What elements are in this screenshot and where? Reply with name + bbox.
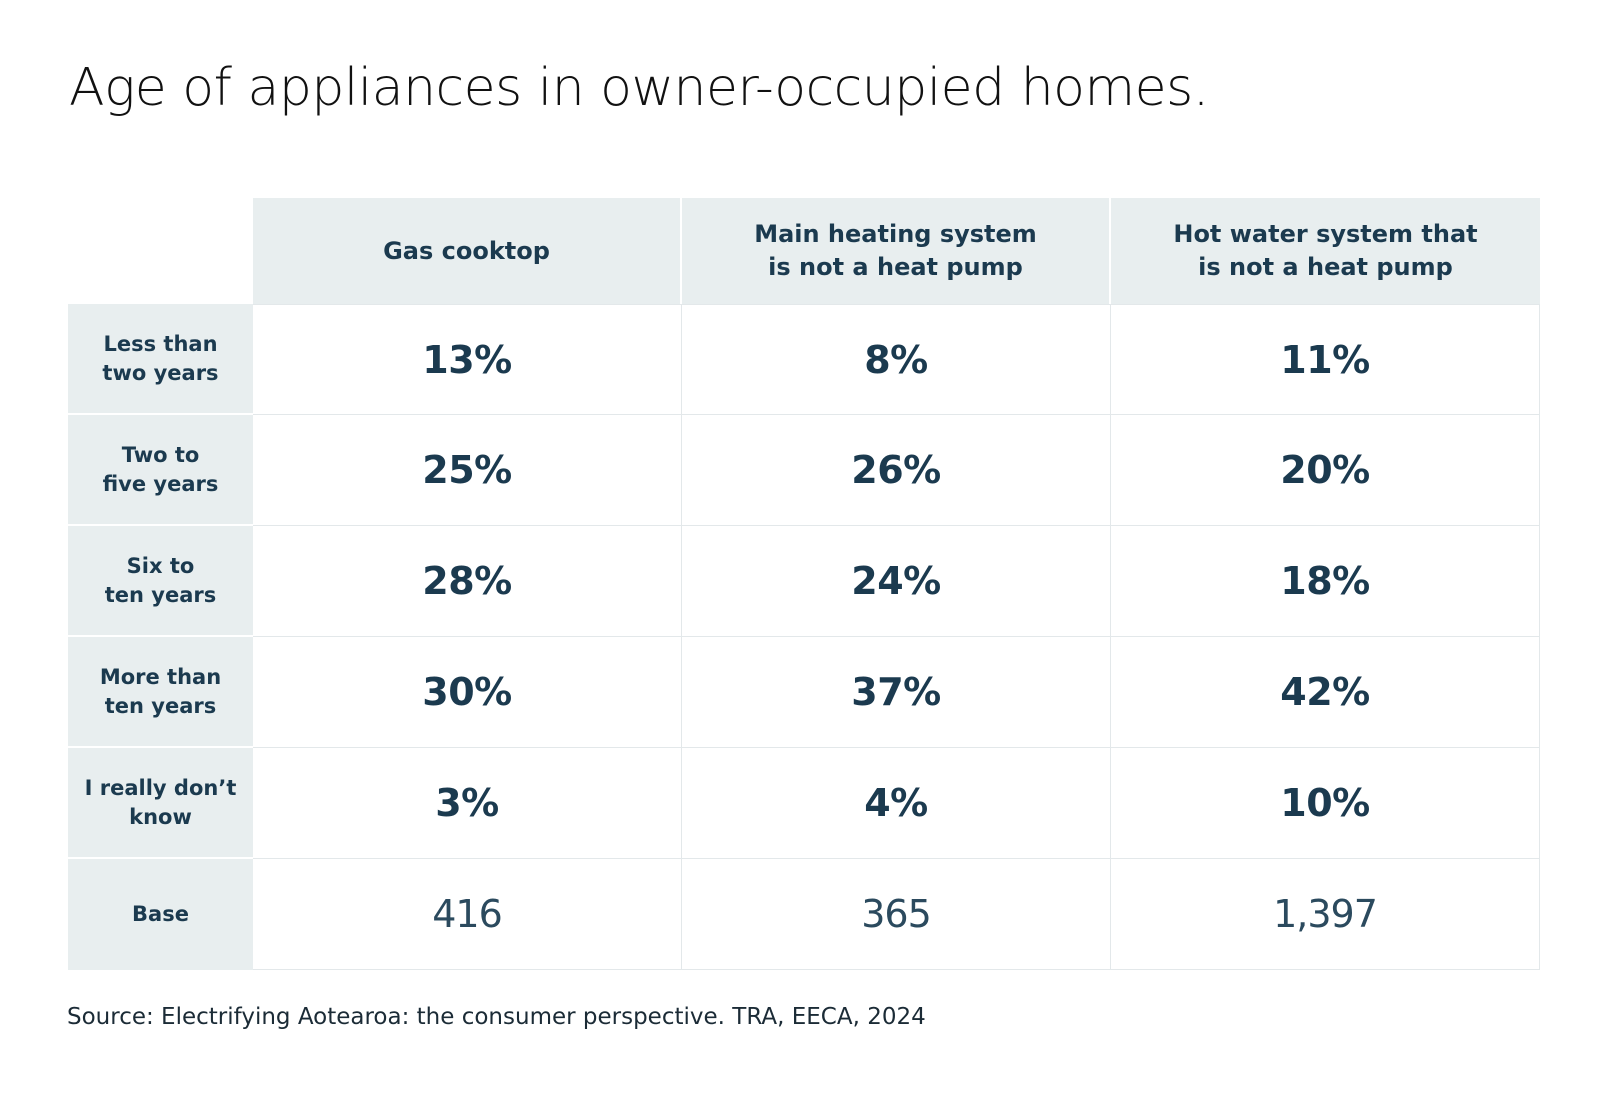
table-cell: 24% [682,526,1111,637]
column-header-main-heating: Main heating system is not a heat pump [682,198,1111,304]
table-cell: 13% [253,304,682,415]
table-cell: 42% [1111,637,1540,748]
table-corner [68,198,253,304]
column-header-gas-cooktop: Gas cooktop [253,198,682,304]
data-table: Gas cooktop Main heating system is not a… [68,198,1540,970]
chart-title: Age of appliances in owner-occupied home… [69,58,1209,118]
table-cell: 37% [682,637,1111,748]
table-cell: 3% [253,748,682,859]
table-cell: 25% [253,415,682,526]
row-header-more-than-ten-years: More than ten years [68,637,253,748]
table-cell: 30% [253,637,682,748]
table-cell: 28% [253,526,682,637]
table-cell: 20% [1111,415,1540,526]
table-cell-base: 1,397 [1111,859,1540,970]
table-cell: 10% [1111,748,1540,859]
column-header-hot-water: Hot water system that is not a heat pump [1111,198,1540,304]
row-header-base: Base [68,859,253,970]
row-header-six-to-ten-years: Six to ten years [68,526,253,637]
source-note: Source: Electrifying Aotearoa: the consu… [67,1004,926,1030]
row-header-less-than-two-years: Less than two years [68,304,253,415]
table-cell: 18% [1111,526,1540,637]
row-header-two-to-five-years: Two to five years [68,415,253,526]
table-cell: 11% [1111,304,1540,415]
table-cell-base: 416 [253,859,682,970]
table-cell-base: 365 [682,859,1111,970]
table-cell: 4% [682,748,1111,859]
table-cell: 8% [682,304,1111,415]
table-cell: 26% [682,415,1111,526]
row-header-dont-know: I really don’t know [68,748,253,859]
